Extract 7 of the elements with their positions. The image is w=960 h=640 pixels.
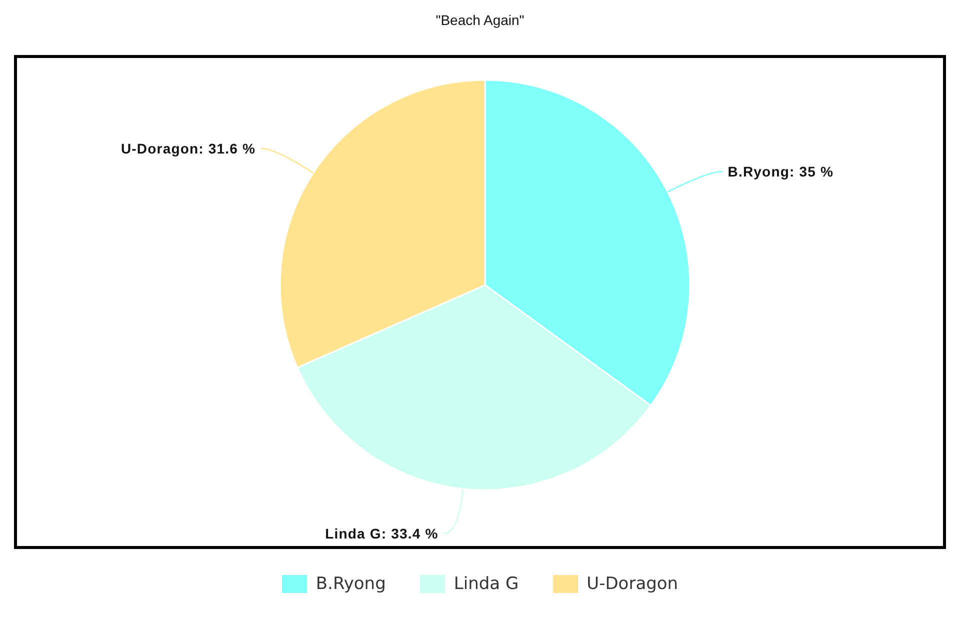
legend-label: U-Doragon bbox=[586, 574, 678, 594]
legend-label: B.Ryong bbox=[316, 574, 386, 594]
data-label: B.Ryong: 35 % bbox=[728, 164, 834, 180]
data-label: U-Doragon: 31.6 % bbox=[120, 140, 256, 156]
legend-label: Linda G bbox=[454, 574, 519, 594]
data-label: Linda G: 33.4 % bbox=[325, 526, 438, 542]
chart-title: "Beach Again" bbox=[434, 12, 526, 28]
